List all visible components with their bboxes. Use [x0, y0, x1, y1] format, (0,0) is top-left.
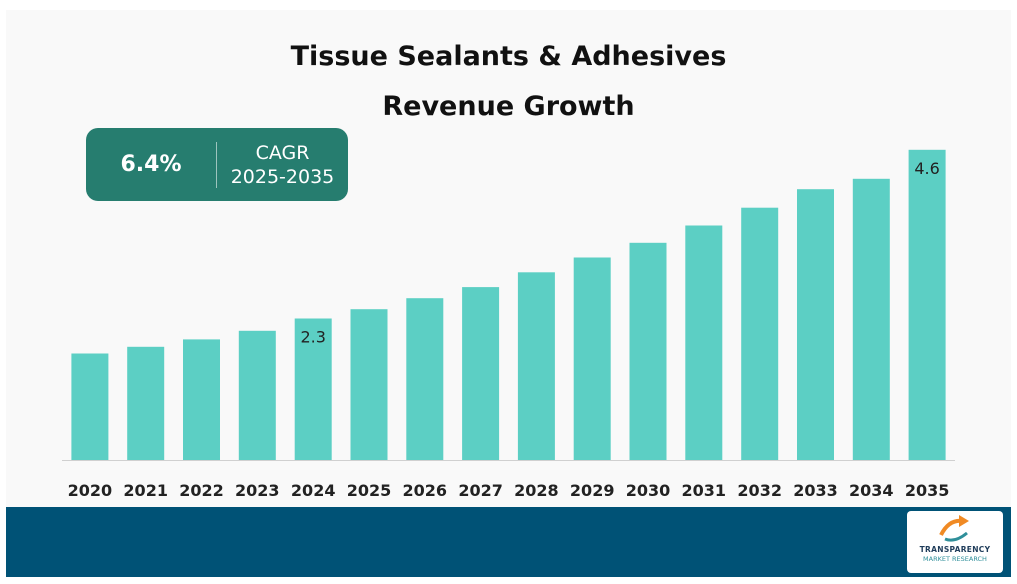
- bar-2022: [183, 339, 220, 460]
- x-tick-label-2020: 2020: [68, 481, 113, 500]
- bar-2031: [685, 225, 723, 460]
- x-tick-label-2034: 2034: [849, 481, 894, 500]
- x-tick-label-2030: 2030: [626, 481, 671, 500]
- chart-card: Tissue Sealants & Adhesives Revenue Grow…: [6, 10, 1011, 507]
- cagr-label: CAGR: [255, 141, 310, 164]
- cagr-caption: CAGR 2025-2035: [217, 141, 348, 189]
- cagr-divider: [216, 141, 217, 188]
- bar-chart: 2020 2021 2022 2023 2024 2.3 2025 2026 2027 2028 2…: [62, 149, 955, 500]
- chart-title: Tissue Sealants & Adhesives Revenue Grow…: [6, 32, 1011, 132]
- logo-text-line-2: MARKET RESEARCH: [923, 555, 987, 563]
- cagr-period: 2025-2035: [230, 165, 335, 188]
- bar-2020: [71, 353, 109, 460]
- x-tick-label-2026: 2026: [403, 481, 448, 500]
- x-tick-label-2033: 2033: [793, 481, 838, 500]
- x-tick-label-2023: 2023: [235, 481, 280, 500]
- x-tick-label-2035: 2035: [905, 481, 950, 500]
- x-tick-label-2024: 2024: [291, 481, 336, 500]
- bar-2033: [797, 189, 834, 460]
- cagr-badge: 6.4% CAGR 2025-2035: [86, 128, 348, 201]
- bar-2028: [517, 272, 555, 460]
- bar-2026: [406, 298, 444, 460]
- cagr-value: 6.4%: [120, 152, 182, 177]
- logo-arrow-icon: [939, 515, 969, 542]
- bar-2032: [741, 207, 779, 460]
- data-label-2024: 2.3: [300, 328, 325, 347]
- footer-band: TRANSPARENCY MARKET RESEARCH: [6, 507, 1011, 577]
- x-tick-label-2021: 2021: [123, 481, 168, 500]
- chart-title-line-1: Tissue Sealants & Adhesives: [290, 41, 727, 72]
- x-tick-label-2032: 2032: [737, 481, 782, 500]
- bar-2034: [852, 178, 890, 461]
- company-logo: TRANSPARENCY MARKET RESEARCH: [907, 511, 1003, 573]
- bar-2030: [629, 242, 667, 460]
- x-tick-label-2025: 2025: [347, 481, 392, 500]
- x-tick-label-2022: 2022: [179, 481, 224, 500]
- logo-text-line-1: TRANSPARENCY: [919, 545, 991, 554]
- x-tick-label-2027: 2027: [458, 481, 503, 500]
- bar-2029: [573, 257, 611, 460]
- bar-2021: [127, 346, 165, 460]
- chart-title-line-2: Revenue Growth: [382, 91, 635, 122]
- x-tick-label-2029: 2029: [570, 481, 615, 500]
- bar-2025: [350, 309, 388, 460]
- bar-2024: [294, 318, 332, 460]
- x-tick-label-2031: 2031: [682, 481, 727, 500]
- bar-2027: [462, 287, 500, 460]
- x-tick-label-2028: 2028: [514, 481, 559, 500]
- bar-2023: [238, 330, 276, 460]
- data-label-2035: 4.6: [914, 159, 939, 178]
- bar-2035: [908, 149, 946, 461]
